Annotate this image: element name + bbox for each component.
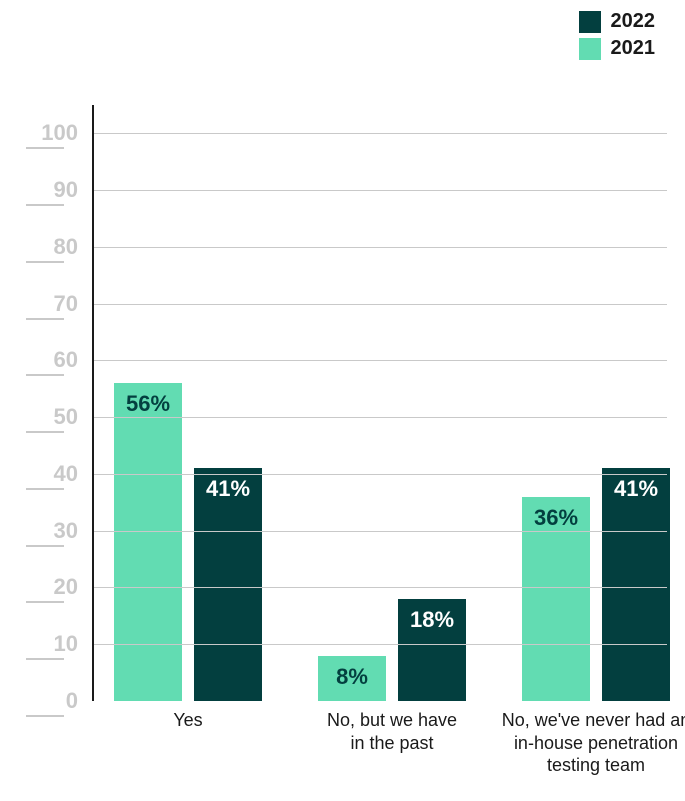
y-tick-underline [26,318,64,320]
gridline [94,133,667,134]
legend-swatch [579,38,601,60]
legend-swatch [579,11,601,33]
gridline [94,304,667,305]
plot-region: 56%41%8%18%36%41% 0102030405060708090100 [78,105,667,701]
bar-value-label: 36% [534,505,578,531]
gridline [94,644,667,645]
y-tick-underline [26,147,64,149]
y-tick-label: 0 [23,688,78,714]
legend: 2022 2021 [579,10,656,64]
gridline [94,531,667,532]
bar-value-label: 41% [206,476,250,502]
bar-value-label: 41% [614,476,658,502]
x-axis-labels: YesNo, but we havein the pastNo, we've n… [94,709,667,801]
y-tick-underline [26,601,64,603]
bar-value-label: 18% [410,607,454,633]
legend-item: 2021 [579,37,656,60]
y-tick-label: 40 [23,461,78,487]
y-tick-underline [26,658,64,660]
legend-label: 2022 [611,10,656,33]
y-tick-label: 20 [23,574,78,600]
bar-group: 56% 41% [114,105,262,701]
gridline [94,190,667,191]
y-tick-label: 30 [23,518,78,544]
y-tick-underline [26,204,64,206]
bar-group: 8% 18% [318,105,466,701]
y-tick-label: 10 [23,631,78,657]
gridline [94,587,667,588]
bar [114,383,182,701]
legend-item: 2022 [579,10,656,33]
gridline [94,474,667,475]
x-axis-label: No, we've never had anin-house penetrati… [501,709,685,777]
y-tick-label: 50 [23,404,78,430]
bar-value-label: 8% [336,664,368,690]
x-axis-label: Yes [93,709,283,732]
y-tick-label: 70 [23,291,78,317]
y-tick-label: 100 [23,120,78,146]
bar [602,468,670,701]
y-tick-label: 90 [23,177,78,203]
x-axis-label: No, but we havein the past [297,709,487,754]
gridline [94,417,667,418]
y-tick-underline [26,374,64,376]
gridline [94,360,667,361]
y-tick-underline [26,715,64,717]
chart-container: 2022 2021 56% 41% 8% 18% 36% 41% 0 10 20 30 40 50 60… [0,0,685,801]
y-tick-underline [26,545,64,547]
bar [194,468,262,701]
y-tick-underline [26,431,64,433]
y-tick-underline [26,261,64,263]
y-tick-label: 80 [23,234,78,260]
bar-value-label: 56% [126,391,170,417]
bar-group: 36% 41% [522,105,670,701]
bars-area: 56% 41% 8% 18% 36% 41% [94,105,667,701]
y-tick-label: 60 [23,347,78,373]
legend-label: 2021 [611,37,656,60]
y-tick-underline [26,488,64,490]
gridline [94,247,667,248]
